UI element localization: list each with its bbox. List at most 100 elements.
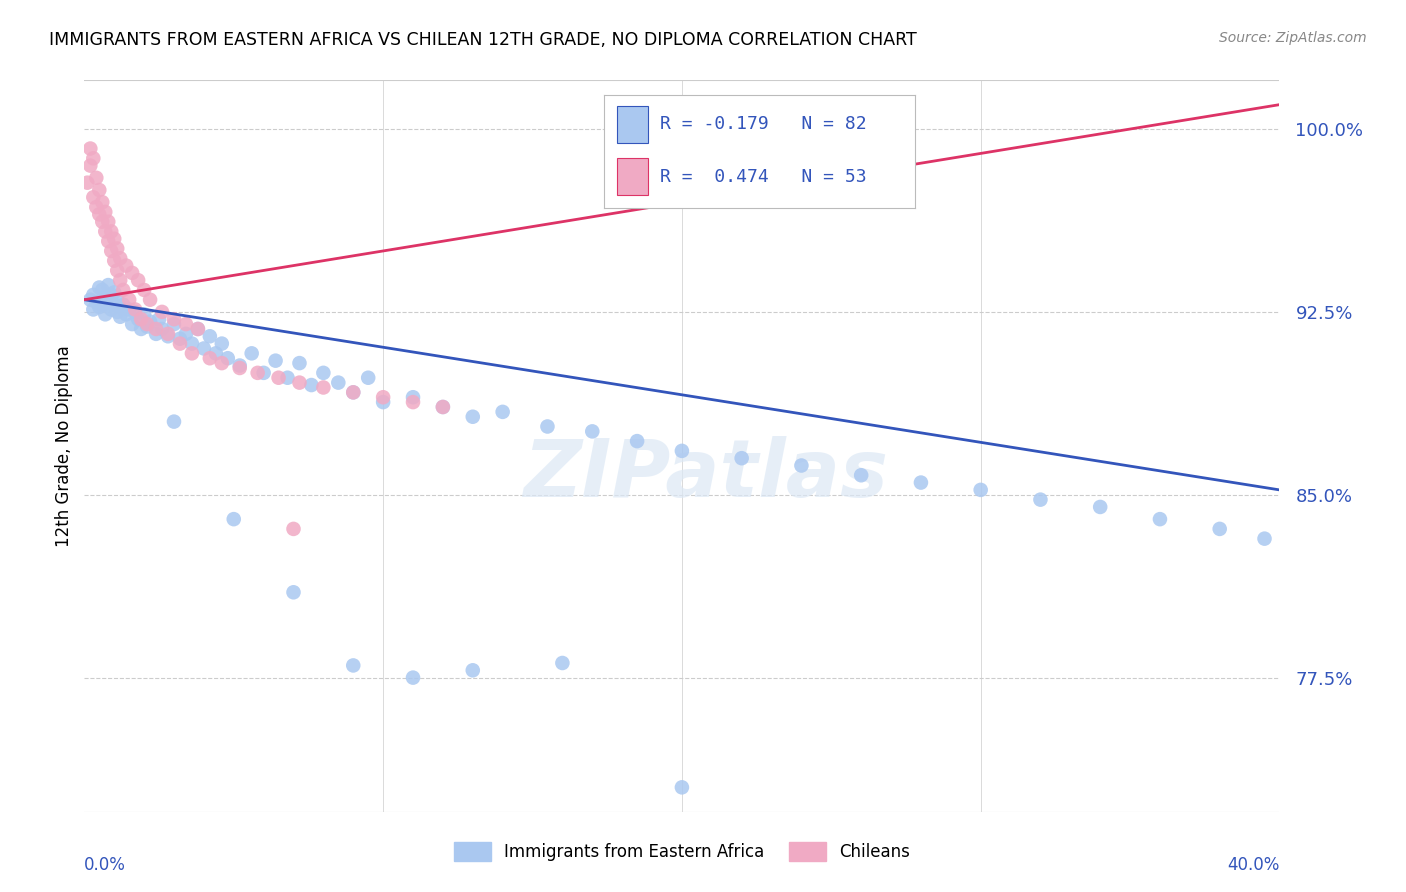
Point (283, 522, 305, 536)
Point (402, 395, 425, 409)
Point (174, 326, 197, 341)
Point (89, 207, 111, 221)
Text: 40.0%: 40.0% (1227, 855, 1279, 873)
Point (150, 305, 173, 319)
Point (246, 366, 269, 380)
Point (1253, 532, 1275, 546)
Y-axis label: 12th Grade, No Diploma: 12th Grade, No Diploma (55, 345, 73, 547)
Point (312, 366, 335, 380)
Point (94, 307, 117, 321)
Point (139, 315, 162, 329)
Point (342, 385, 364, 400)
Point (373, 390, 395, 404)
Point (110, 310, 132, 324)
Text: 0.0%: 0.0% (84, 855, 127, 873)
Point (148, 312, 170, 326)
Point (76, 176, 98, 190)
Text: Source: ZipAtlas.com: Source: ZipAtlas.com (1219, 31, 1367, 45)
Point (112, 283, 135, 297)
Point (1029, 492, 1052, 507)
Point (136, 319, 159, 334)
Point (115, 259, 138, 273)
Point (193, 342, 215, 356)
Point (402, 390, 425, 404)
Point (373, 395, 395, 409)
Point (240, 346, 263, 360)
Point (461, 409, 484, 424)
Point (86, 295, 108, 310)
Point (288, 376, 311, 390)
Point (82, 151, 104, 165)
Point (536, 419, 558, 434)
Point (211, 336, 233, 351)
Point (328, 376, 350, 390)
Point (187, 322, 209, 336)
Point (110, 300, 132, 314)
Point (121, 266, 143, 280)
Point (115, 307, 138, 321)
Point (97, 234, 120, 248)
Point (432, 400, 454, 414)
Point (79, 142, 101, 156)
Point (79, 293, 101, 307)
Point (790, 458, 813, 473)
Point (731, 451, 754, 466)
Point (217, 351, 239, 366)
Point (127, 273, 149, 287)
Point (671, 780, 693, 795)
Point (118, 293, 141, 307)
Point (124, 305, 146, 319)
Point (127, 312, 149, 326)
Point (277, 370, 299, 384)
Point (163, 312, 186, 326)
Point (97, 278, 120, 293)
Point (432, 400, 454, 414)
Point (910, 475, 932, 490)
Point (82, 190, 104, 204)
Point (181, 336, 204, 351)
Point (970, 483, 993, 497)
Point (357, 370, 380, 384)
Point (129, 312, 152, 326)
Point (97, 215, 120, 229)
Point (342, 658, 364, 673)
Point (91, 195, 114, 210)
Point (492, 405, 515, 419)
Point (181, 346, 204, 360)
Point (157, 329, 180, 343)
Point (402, 671, 425, 685)
Point (671, 443, 693, 458)
Point (267, 370, 290, 384)
Text: ZIPatlas: ZIPatlas (523, 436, 889, 515)
Point (187, 322, 209, 336)
Point (97, 295, 120, 310)
Point (198, 329, 221, 343)
Point (145, 322, 167, 336)
Point (94, 290, 117, 304)
Point (163, 317, 186, 331)
Point (581, 425, 603, 439)
Point (121, 317, 143, 331)
Point (112, 297, 135, 311)
Point (228, 361, 252, 376)
Point (94, 224, 117, 238)
Point (1149, 512, 1171, 526)
Point (86, 170, 108, 185)
Point (103, 297, 125, 311)
Point (1209, 522, 1232, 536)
Point (110, 252, 132, 266)
Point (211, 356, 233, 370)
Point (205, 346, 228, 360)
Point (100, 288, 122, 302)
Point (157, 326, 180, 341)
Point (222, 512, 245, 526)
Point (100, 302, 122, 317)
Point (288, 356, 311, 370)
Point (264, 353, 287, 368)
Point (118, 302, 141, 317)
Point (1090, 500, 1112, 514)
Point (79, 159, 101, 173)
Point (103, 253, 125, 268)
Point (91, 215, 114, 229)
Point (174, 317, 197, 331)
